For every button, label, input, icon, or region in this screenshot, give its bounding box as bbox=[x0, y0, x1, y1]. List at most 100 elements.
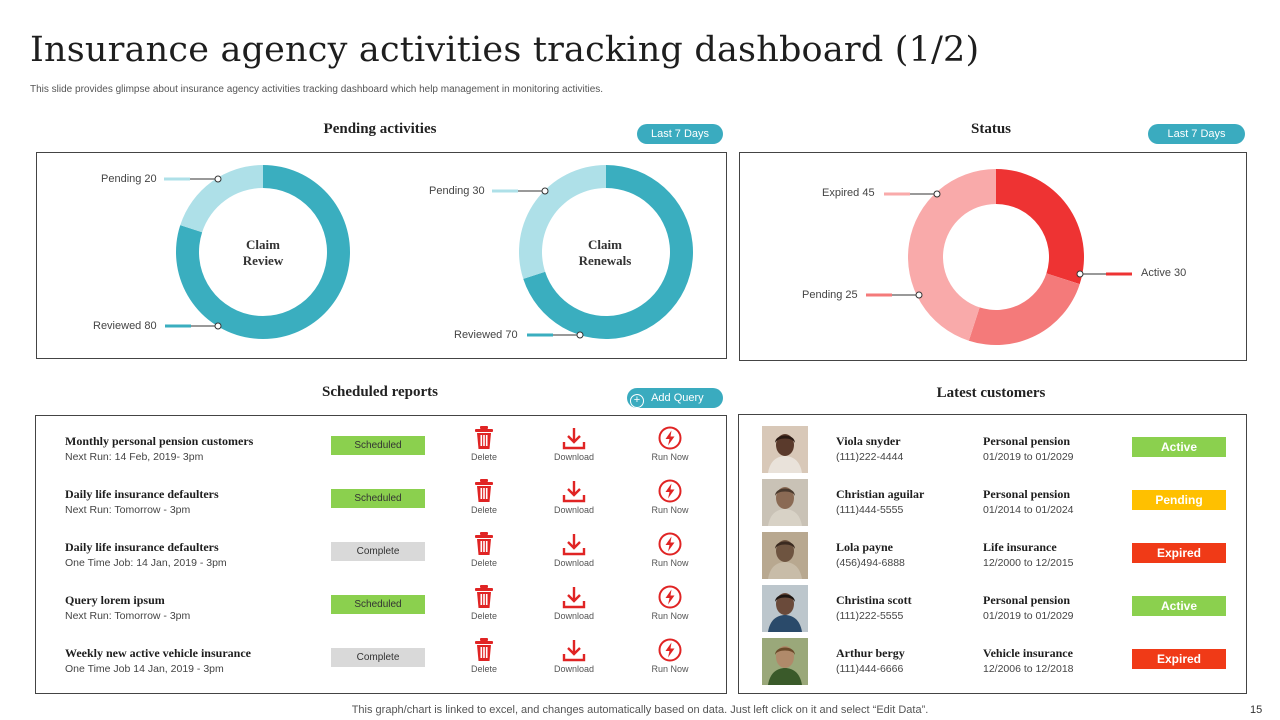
customer-row: Viola snyder (111)222-4444 Personal pensio… bbox=[739, 426, 1245, 487]
donut2-center-label: Claim Renewals bbox=[565, 237, 645, 269]
trash-icon bbox=[475, 479, 493, 502]
delete-label: Delete bbox=[470, 452, 497, 462]
customer-phone: (111)444-6666 bbox=[836, 663, 904, 675]
run-now-button[interactable]: Run Now bbox=[640, 585, 700, 621]
customer-plan: Personal pension bbox=[983, 487, 1071, 501]
avatar bbox=[762, 479, 808, 526]
avatar bbox=[762, 585, 808, 632]
download-label: Download bbox=[553, 558, 595, 568]
customer-status-badge: Pending bbox=[1132, 490, 1226, 510]
delete-button[interactable]: Delete bbox=[454, 426, 514, 462]
delete-button[interactable]: Delete bbox=[454, 479, 514, 515]
report-next-run: Next Run: Tomorrow - 3pm bbox=[65, 504, 191, 516]
add-query-label: Add Query bbox=[651, 392, 704, 404]
donut1-center-line1: Claim bbox=[246, 237, 280, 252]
donut2-center-line2: Renewals bbox=[578, 253, 632, 268]
run-now-button[interactable]: Run Now bbox=[640, 532, 700, 568]
report-row: Weekly new active vehicle insurance One T… bbox=[36, 638, 726, 699]
report-status-badge: Complete bbox=[331, 542, 425, 561]
download-label: Download bbox=[553, 505, 595, 515]
donut2-pending-label: Pending 30 bbox=[429, 185, 485, 197]
lightning-icon bbox=[658, 585, 682, 609]
donut2-pending-slice bbox=[519, 165, 606, 279]
customer-plan: Personal pension bbox=[983, 434, 1071, 448]
lightning-icon bbox=[658, 638, 682, 662]
avatar bbox=[762, 638, 808, 685]
latest-customers-title: Latest customers bbox=[936, 385, 1046, 401]
latest-customers-panel: Viola snyder (111)222-4444 Personal pensio… bbox=[738, 414, 1247, 694]
lightning-icon bbox=[658, 479, 682, 503]
run-now-button[interactable]: Run Now bbox=[640, 638, 700, 674]
customer-name: Lola payne bbox=[836, 540, 894, 554]
status-filter-button[interactable]: Last 7 Days bbox=[1148, 124, 1245, 144]
donut1-pending-slice bbox=[180, 165, 263, 233]
add-query-button[interactable]: + Add Query bbox=[627, 388, 723, 408]
run-now-label: Run Now bbox=[651, 611, 689, 621]
trash-icon bbox=[475, 638, 493, 661]
pending-filter-button[interactable]: Last 7 Days bbox=[637, 124, 723, 144]
run-now-button[interactable]: Run Now bbox=[640, 426, 700, 462]
status-pending-dot bbox=[915, 291, 923, 299]
download-button[interactable]: Download bbox=[544, 585, 604, 621]
page-number: 15 bbox=[1250, 704, 1263, 716]
status-active-label: Active 30 bbox=[1141, 267, 1187, 279]
report-next-run: One Time Job 14 Jan, 2019 - 3pm bbox=[65, 663, 224, 675]
delete-button[interactable]: Delete bbox=[454, 532, 514, 568]
customer-name: Viola snyder bbox=[836, 434, 901, 448]
report-name: Daily life insurance defaulters bbox=[65, 487, 219, 501]
download-label: Download bbox=[553, 611, 595, 621]
download-icon bbox=[562, 640, 586, 662]
report-name: Query lorem ipsum bbox=[65, 593, 165, 607]
report-next-run: Next Run: Tomorrow - 3pm bbox=[65, 610, 191, 622]
run-now-button[interactable]: Run Now bbox=[640, 479, 700, 515]
download-button[interactable]: Download bbox=[544, 532, 604, 568]
status-title: Status bbox=[970, 121, 1011, 137]
trash-icon bbox=[475, 532, 493, 555]
run-now-label: Run Now bbox=[651, 505, 689, 515]
donut1-center-label: Claim Review bbox=[223, 237, 303, 269]
customer-row: Arthur bergy (111)444-6666 Vehicle insuran… bbox=[739, 638, 1245, 699]
report-row: Daily life insurance defaulters One Time … bbox=[36, 532, 726, 593]
pending-activities-panel: Claim Review Pending 20 Reviewed 80 Clai… bbox=[36, 152, 727, 359]
footer-note: This graph/chart is linked to excel, and… bbox=[351, 704, 929, 716]
plus-circle-icon: + bbox=[630, 394, 644, 408]
download-button[interactable]: Download bbox=[544, 426, 604, 462]
pending-activities-title: Pending activities bbox=[323, 121, 437, 137]
customer-phone: (111)444-5555 bbox=[836, 504, 904, 516]
status-pending-slice bbox=[968, 273, 1080, 345]
page-subtitle: This slide provides glimpse about insura… bbox=[30, 84, 604, 95]
customer-plan: Personal pension bbox=[983, 593, 1071, 607]
report-name: Daily life insurance defaulters bbox=[65, 540, 219, 554]
delete-label: Delete bbox=[470, 664, 497, 674]
delete-button[interactable]: Delete bbox=[454, 585, 514, 621]
download-button[interactable]: Download bbox=[544, 479, 604, 515]
customer-status-badge: Active bbox=[1132, 437, 1226, 457]
status-expired-label: Expired 45 bbox=[822, 187, 875, 199]
download-icon bbox=[562, 587, 586, 609]
donut2-reviewed-label: Reviewed 70 bbox=[454, 329, 518, 341]
status-expired-slice bbox=[908, 169, 996, 341]
customer-period: 01/2014 to 01/2024 bbox=[983, 504, 1074, 516]
customer-plan: Vehicle insurance bbox=[983, 646, 1073, 660]
customer-period: 12/2000 to 12/2015 bbox=[983, 557, 1074, 569]
scheduled-reports-title: Scheduled reports bbox=[322, 384, 438, 400]
donut2-reviewed-dot bbox=[576, 331, 584, 339]
report-next-run: Next Run: 14 Feb, 2019- 3pm bbox=[65, 451, 204, 463]
donut1-pending-label: Pending 20 bbox=[101, 173, 157, 185]
download-icon bbox=[562, 481, 586, 503]
customer-name: Arthur bergy bbox=[836, 646, 905, 660]
customer-phone: (111)222-5555 bbox=[836, 610, 904, 622]
report-row: Query lorem ipsum Next Run: Tomorrow - 3p… bbox=[36, 585, 726, 646]
delete-label: Delete bbox=[470, 611, 497, 621]
customer-status-badge: Expired bbox=[1132, 543, 1226, 563]
download-button[interactable]: Download bbox=[544, 638, 604, 674]
donut2-center-line1: Claim bbox=[588, 237, 622, 252]
customer-row: Christian aguilar (111)444-5555 Personal p… bbox=[739, 479, 1245, 540]
run-now-label: Run Now bbox=[651, 558, 689, 568]
report-row: Daily life insurance defaulters Next Run:… bbox=[36, 479, 726, 540]
report-next-run: One Time Job: 14 Jan, 2019 - 3pm bbox=[65, 557, 227, 569]
delete-button[interactable]: Delete bbox=[454, 638, 514, 674]
donut1-pending-dot bbox=[214, 175, 222, 183]
status-active-dot bbox=[1076, 270, 1084, 278]
page-title: Insurance agency activities tracking das… bbox=[30, 30, 980, 70]
